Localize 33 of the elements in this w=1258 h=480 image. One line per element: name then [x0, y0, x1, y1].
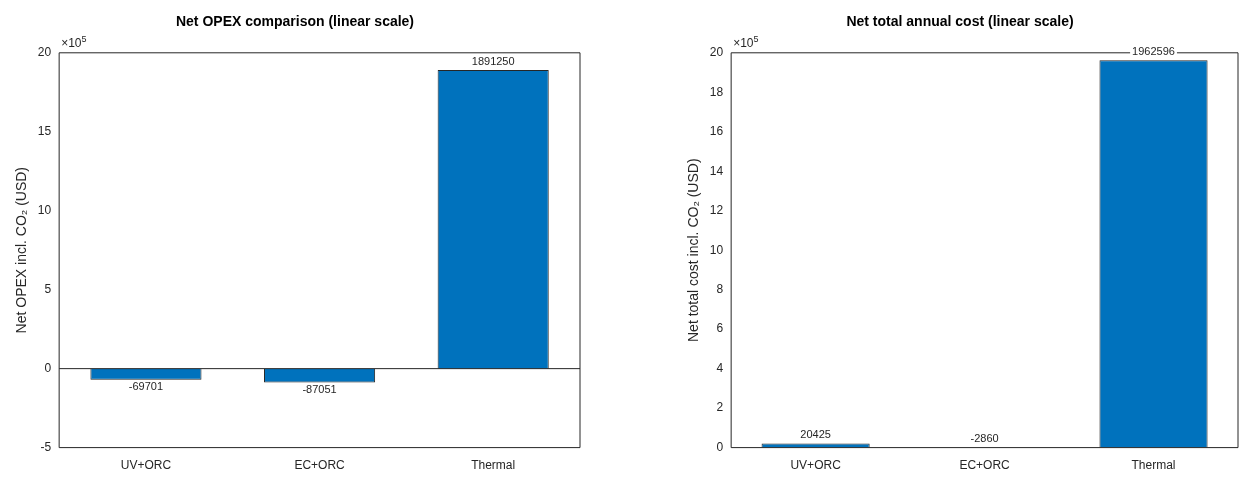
y-tick-label: 20	[709, 45, 724, 60]
y-tick-label: 12	[709, 203, 724, 218]
y-tick-label: 0	[716, 439, 724, 454]
y-tick-label: 15	[37, 124, 52, 139]
y-tick-label: 0	[44, 360, 52, 375]
x-tick-label: UV+ORC	[790, 458, 842, 473]
x-tick-label: Thermal	[471, 458, 516, 473]
chart-title: Net total annual cost (linear scale)	[846, 13, 1074, 30]
y-tick-label: 10	[37, 203, 52, 218]
annotation: 1962596	[1132, 45, 1175, 58]
y-axis-title: Net OPEX incl. CO₂ (USD)	[13, 166, 30, 334]
y-tick-label: 20	[37, 45, 52, 60]
chart-title: Net OPEX comparison (linear scale)	[175, 13, 415, 30]
y-tick-label: 14	[709, 163, 724, 178]
x-tick-label: EC+ORC	[294, 458, 346, 473]
x-tick-label: Thermal	[1131, 458, 1176, 473]
y-tick-label: -5	[40, 439, 52, 454]
annotation: -69701	[128, 380, 164, 393]
x-tick-label: UV+ORC	[120, 458, 172, 473]
annotation: 1891250	[471, 54, 515, 67]
annotation: -87051	[302, 382, 337, 395]
x-tick-label: EC+ORC	[959, 458, 1011, 473]
annotation: 20425	[800, 428, 831, 441]
y-tick-label: 2	[716, 400, 724, 415]
y-tick-label: 8	[716, 281, 724, 296]
y-tick-label: 10	[709, 242, 724, 257]
y-tick-label: 18	[709, 84, 724, 99]
y-axis-title: Net total cost incl. CO₂ (USD)	[685, 158, 702, 342]
y-tick-label: 16	[709, 124, 724, 139]
y-tick-label: 5	[44, 281, 52, 296]
y-tick-label: 6	[716, 321, 724, 336]
annotation: -2860	[970, 432, 999, 445]
y-tick-label: 4	[716, 360, 724, 375]
